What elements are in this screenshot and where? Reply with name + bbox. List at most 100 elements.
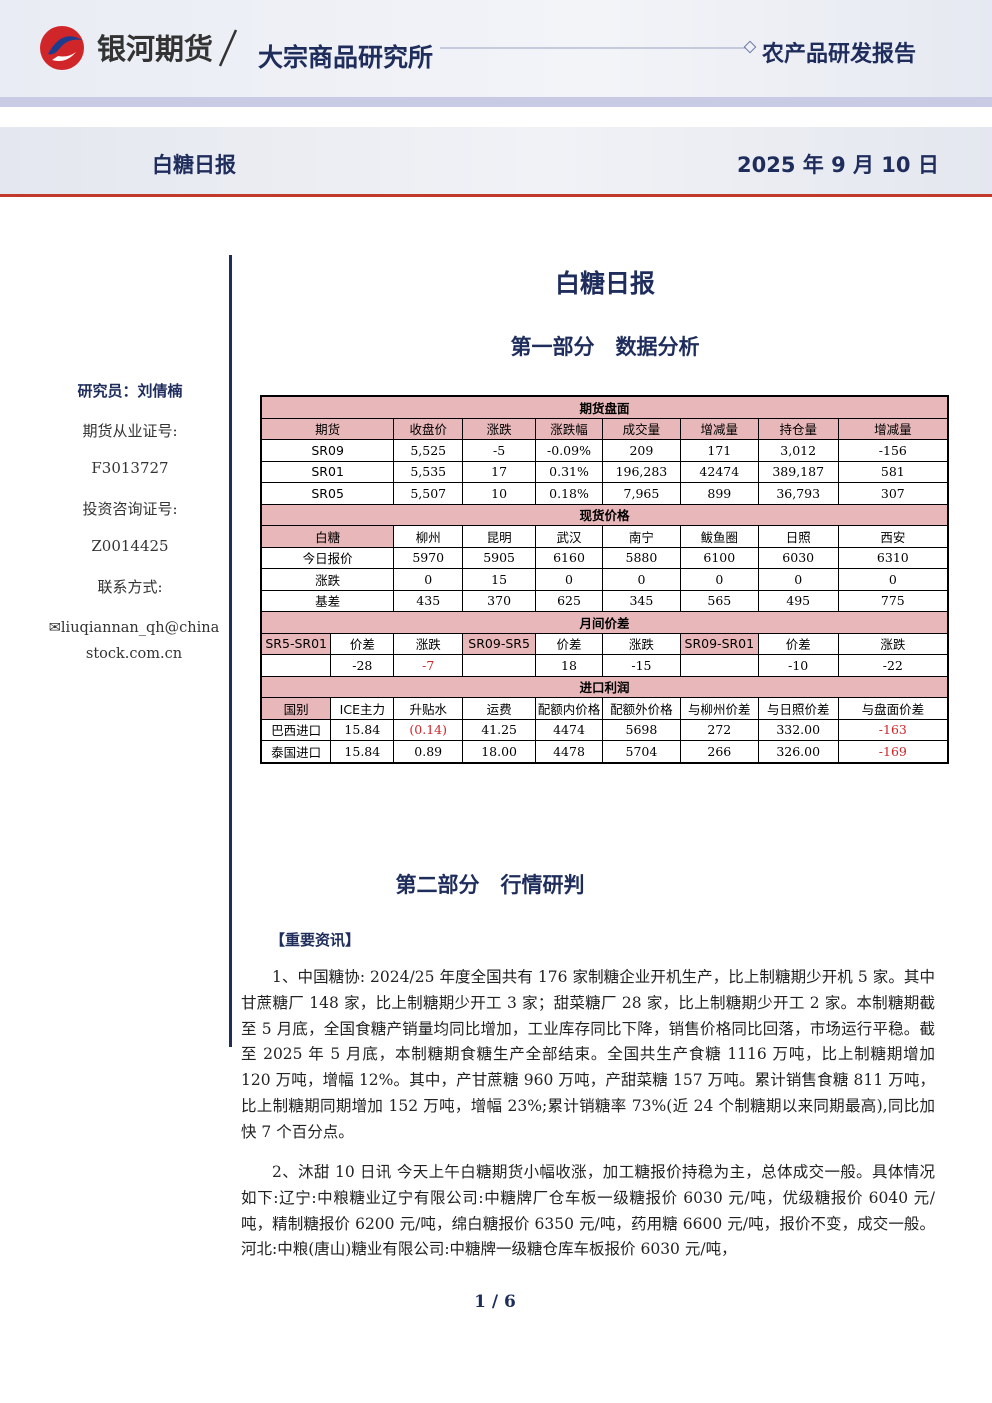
paragraph: 1、中国糖协: 2024/25 年度全国共有 176 家制糖企业开机生产，比上制…	[241, 968, 935, 1141]
table-cell: 鲅鱼圈	[679, 525, 759, 548]
table-cell: 5,525	[393, 439, 464, 462]
table-cell: 增减量	[837, 417, 949, 440]
table-cell: 495	[757, 589, 839, 612]
report-name: 白糖日报	[152, 153, 236, 177]
section-title: 月间价差	[260, 611, 949, 634]
table-cell: 0	[679, 568, 759, 591]
table-cell: 昆明	[462, 525, 537, 548]
table-cell: 涨跌	[601, 632, 681, 655]
table-cell: 5970	[393, 546, 464, 569]
table-cell: 0	[535, 568, 603, 591]
table-row: 涨跌 0 15 0 0 0 0 0	[260, 568, 949, 591]
table-cell: 326.00	[757, 740, 839, 763]
table-cell: 5698	[601, 718, 681, 741]
table-cell: 涨跌	[393, 632, 464, 655]
table-cell: 899	[679, 482, 759, 505]
table-cell: 775	[837, 589, 949, 612]
table-cell: 5,507	[393, 482, 464, 505]
table-cell: 巴西进口	[260, 718, 332, 741]
table-row: SR09 5,525 -5 -0.09% 209 171 3,012 -156	[260, 439, 949, 462]
table-cell: 3,012	[757, 439, 839, 462]
table-cell: 0.89	[393, 740, 464, 763]
table-cell: 171	[679, 439, 759, 462]
license: Z0014425	[91, 537, 169, 555]
table-cell: 15.84	[330, 718, 395, 741]
table-cell: 价差	[757, 632, 839, 655]
table-cell: 41.25	[462, 718, 537, 741]
table-cell: 6030	[757, 546, 839, 569]
table-row: SR01 5,535 17 0.31% 196,283 42474 389,187 581	[260, 460, 949, 483]
table-cell: 5905	[462, 546, 537, 569]
table-cell	[260, 654, 332, 677]
table-cell: 升贴水	[393, 697, 464, 720]
table-cell: 5704	[601, 740, 681, 763]
table-cell: SR05	[260, 482, 395, 505]
table-cell: 4478	[535, 740, 603, 763]
table-row: SR5-SR01 价差 涨跌 SR09-SR5 价差 涨跌 SR09-SR01 价差 涨跌	[260, 632, 949, 655]
table-row: 国别 ICE主力 升贴水 运费 配额内价格 配额外价格 与柳州价差 与日照价差 与盘面价差	[260, 697, 949, 720]
company: 银河期货	[97, 32, 214, 66]
table-cell: 345	[601, 589, 681, 612]
table-cell: 白糖	[260, 525, 395, 548]
table-cell: SR09-SR01	[679, 632, 759, 655]
email: ✉liuqiannan_qh@chinastock.com.cn	[48, 620, 220, 662]
table-cell: 配额内价格	[535, 697, 603, 720]
table-cell: 581	[837, 460, 949, 483]
table-cell: 与柳州价差	[679, 697, 759, 720]
table-cell: 涨跌	[462, 417, 537, 440]
table-cell: 266	[679, 740, 759, 763]
table-cell: 0	[601, 568, 681, 591]
table-cell: 持仓量	[757, 417, 839, 440]
email-text: liuqiannan_qh@chinastock.com.cn	[60, 620, 220, 662]
divider	[440, 40, 757, 54]
table-cell: 0.18%	[535, 482, 603, 505]
table-cell: 南宁	[601, 525, 681, 548]
institute: 大宗商品研究所	[258, 43, 434, 72]
table-cell: 6100	[679, 546, 759, 569]
table-cell	[462, 654, 537, 677]
table-cell: -0.09%	[535, 439, 603, 462]
table-cell: ICE主力	[330, 697, 395, 720]
table-cell: -28	[330, 654, 395, 677]
table-row: 今日报价 5970 5905 6160 5880 6100 6030 6310	[260, 546, 949, 569]
table-cell: 625	[535, 589, 603, 612]
license: F3013727	[91, 459, 169, 477]
table-row: 白糖 柳州 昆明 武汉 南宁 鲅鱼圈 日照 西安	[260, 525, 949, 548]
table-cell: SR09-SR5	[462, 632, 537, 655]
table-cell: 收盘价	[393, 417, 464, 440]
table-cell: 18	[535, 654, 603, 677]
section-row: 现货价格	[260, 503, 949, 526]
table-row: 基差 435 370 625 345 565 495 775	[260, 589, 949, 612]
license-label: 投资咨询证号:	[82, 500, 178, 518]
table-cell: 307	[837, 482, 949, 505]
table-row: 期货 收盘价 涨跌 涨跌幅 成交量 增减量 持仓量 增减量	[260, 417, 949, 440]
table-cell: 运费	[462, 697, 537, 720]
table-cell: 与盘面价差	[837, 697, 949, 720]
section-title: 现货价格	[260, 503, 949, 526]
data-table: 期货盘面 期货 收盘价 涨跌 涨跌幅 成交量 增减量 持仓量 增减量 SR09 5,525 -5 -0.…	[260, 395, 949, 764]
table-row: -28 -7 18 -15 -10 -22	[260, 654, 949, 677]
table-cell: 0	[757, 568, 839, 591]
doc-title: 白糖日报	[554, 269, 655, 298]
table-cell: 15.84	[330, 740, 395, 763]
table-cell: 0.31%	[535, 460, 603, 483]
table-cell: 泰国进口	[260, 740, 332, 763]
table-cell: 价差	[535, 632, 603, 655]
table-cell: -7	[393, 654, 464, 677]
table-cell: 配额外价格	[601, 697, 681, 720]
table-cell: 涨跌	[260, 568, 395, 591]
table-cell: 435	[393, 589, 464, 612]
table-cell: 0	[837, 568, 949, 591]
section-heading: 第一部分 数据分析	[510, 335, 700, 359]
table-cell: 增减量	[679, 417, 759, 440]
table-cell: 370	[462, 589, 537, 612]
table-cell: 武汉	[535, 525, 603, 548]
table-cell: 15	[462, 568, 537, 591]
table-cell: 基差	[260, 589, 395, 612]
report-date: 2025 年 9 月 10 日	[737, 153, 939, 177]
researcher: 研究员：刘倩楠	[77, 382, 183, 400]
logo	[40, 26, 84, 70]
table-cell: 期货	[260, 417, 395, 440]
table-cell: (0.14)	[393, 718, 464, 741]
